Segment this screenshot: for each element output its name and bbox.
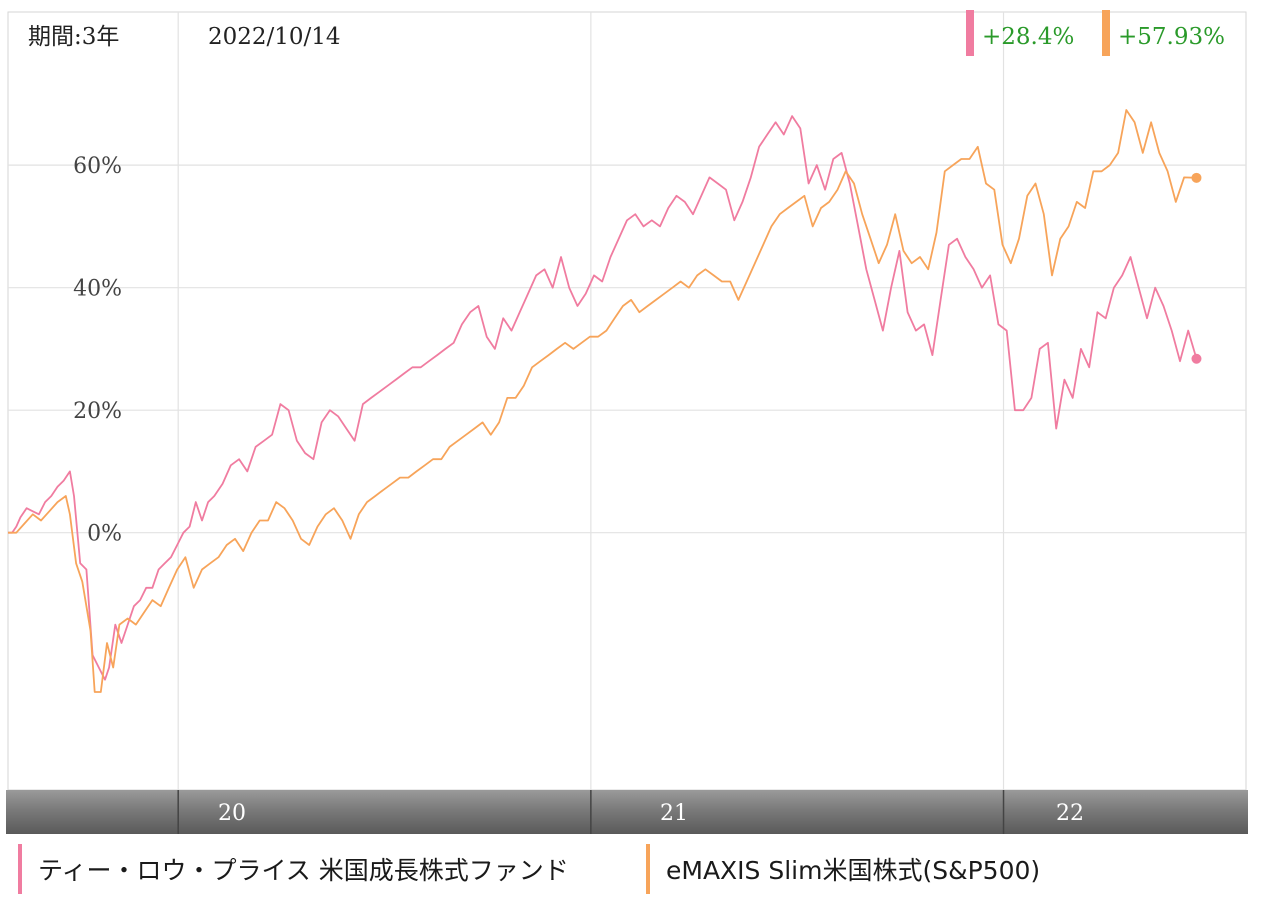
- series-end-marker: [1191, 353, 1202, 364]
- series-lines: [8, 109, 1202, 693]
- legend-item-emaxis[interactable]: eMAXIS Slim米国株式(S&P500): [646, 844, 1040, 894]
- date-label: 2022/10/14: [208, 24, 341, 50]
- y-tick-label: 40%: [73, 277, 122, 302]
- x-tick-label: 20: [218, 801, 246, 826]
- return-badge: +57.93%: [1118, 24, 1225, 50]
- series-end-marker: [1191, 172, 1202, 183]
- x-axis-band: 20 21 22: [6, 790, 1248, 834]
- badge-swatch: [1102, 10, 1110, 56]
- x-axis-band-bg: [6, 790, 1248, 834]
- legend-swatch: [18, 844, 22, 894]
- series-line-1: [8, 115, 1198, 681]
- y-tick-label: 0%: [87, 522, 122, 547]
- x-tick-label: 21: [660, 801, 688, 826]
- y-tick-label: 60%: [73, 154, 122, 179]
- y-tick-label: 20%: [73, 399, 122, 424]
- line-chart: 60% 40% 20% 0% 20 21 22 期間:3年 2022/10/14 +28.…: [6, 10, 1248, 834]
- return-badge: +28.4%: [982, 24, 1074, 50]
- value-badges: +28.4% +57.93%: [966, 10, 1225, 56]
- series-line-2: [8, 109, 1197, 693]
- legend: ティー・ロウ・プライス 米国成長株式ファンド eMAXIS Slim米国株式(S…: [0, 838, 1274, 898]
- axis-labels: 60% 40% 20% 0%: [73, 154, 122, 547]
- x-tick-label: 22: [1056, 801, 1084, 826]
- badge-swatch: [966, 10, 974, 56]
- legend-swatch: [646, 844, 650, 894]
- period-label[interactable]: 期間:3年: [28, 24, 119, 50]
- legend-label: ティー・ロウ・プライス 米国成長株式ファンド: [38, 856, 569, 885]
- legend-item-trowe[interactable]: ティー・ロウ・プライス 米国成長株式ファンド: [18, 844, 569, 894]
- legend-label: eMAXIS Slim米国株式(S&P500): [666, 856, 1041, 885]
